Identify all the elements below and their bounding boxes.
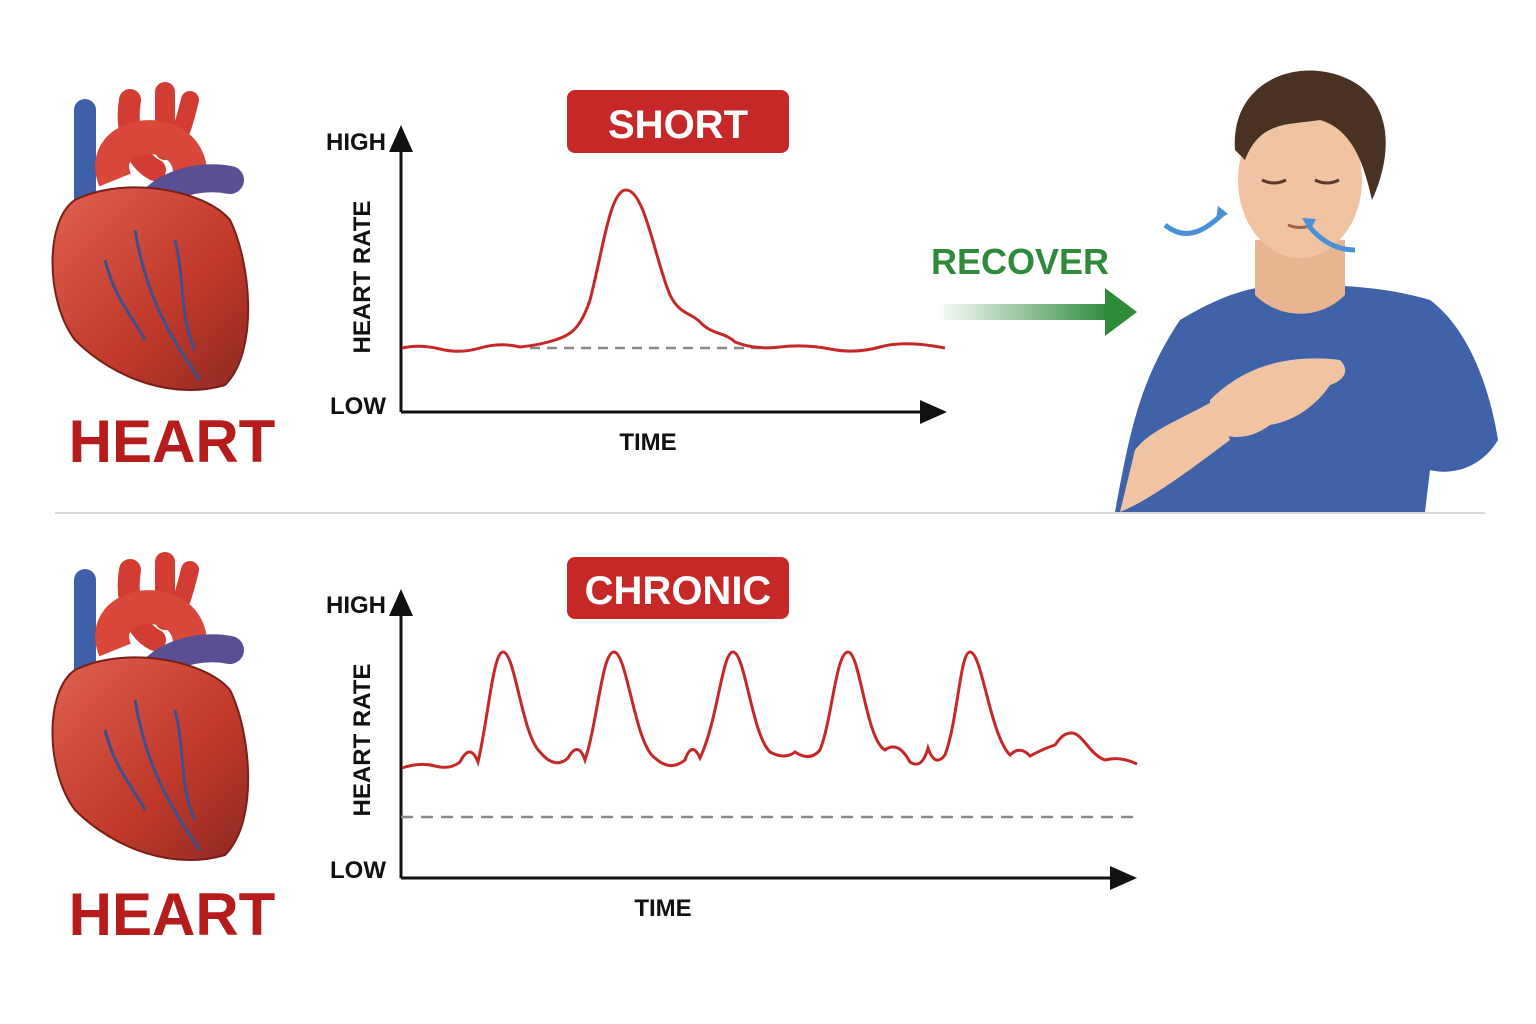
recover-arrow-shaft [935,304,1110,320]
heart-illustration [53,92,249,390]
y-axis-title: HEART RATE [349,201,376,354]
x-axis-title: TIME [634,895,691,922]
heart-label: HEART [69,881,276,948]
badge [567,90,789,153]
person-illustration [1115,70,1498,512]
recover-label: RECOVER [931,241,1109,282]
recover-arrow-head [1105,288,1137,336]
y-high-label: HIGH [326,592,386,619]
badge-label: SHORT [608,103,748,147]
heart-label: HEART [69,408,276,475]
badge [567,557,789,619]
y-high-label: HIGH [326,129,386,156]
y-low-label: LOW [330,857,386,884]
heart-illustration [53,562,249,860]
y-low-label: LOW [330,393,386,420]
badge-label: CHRONIC [585,569,772,613]
y-axis-title: HEART RATE [349,664,376,817]
x-axis-title: TIME [619,429,676,456]
heart-rate-curve [401,650,1138,770]
heart-rate-curve [401,188,946,353]
